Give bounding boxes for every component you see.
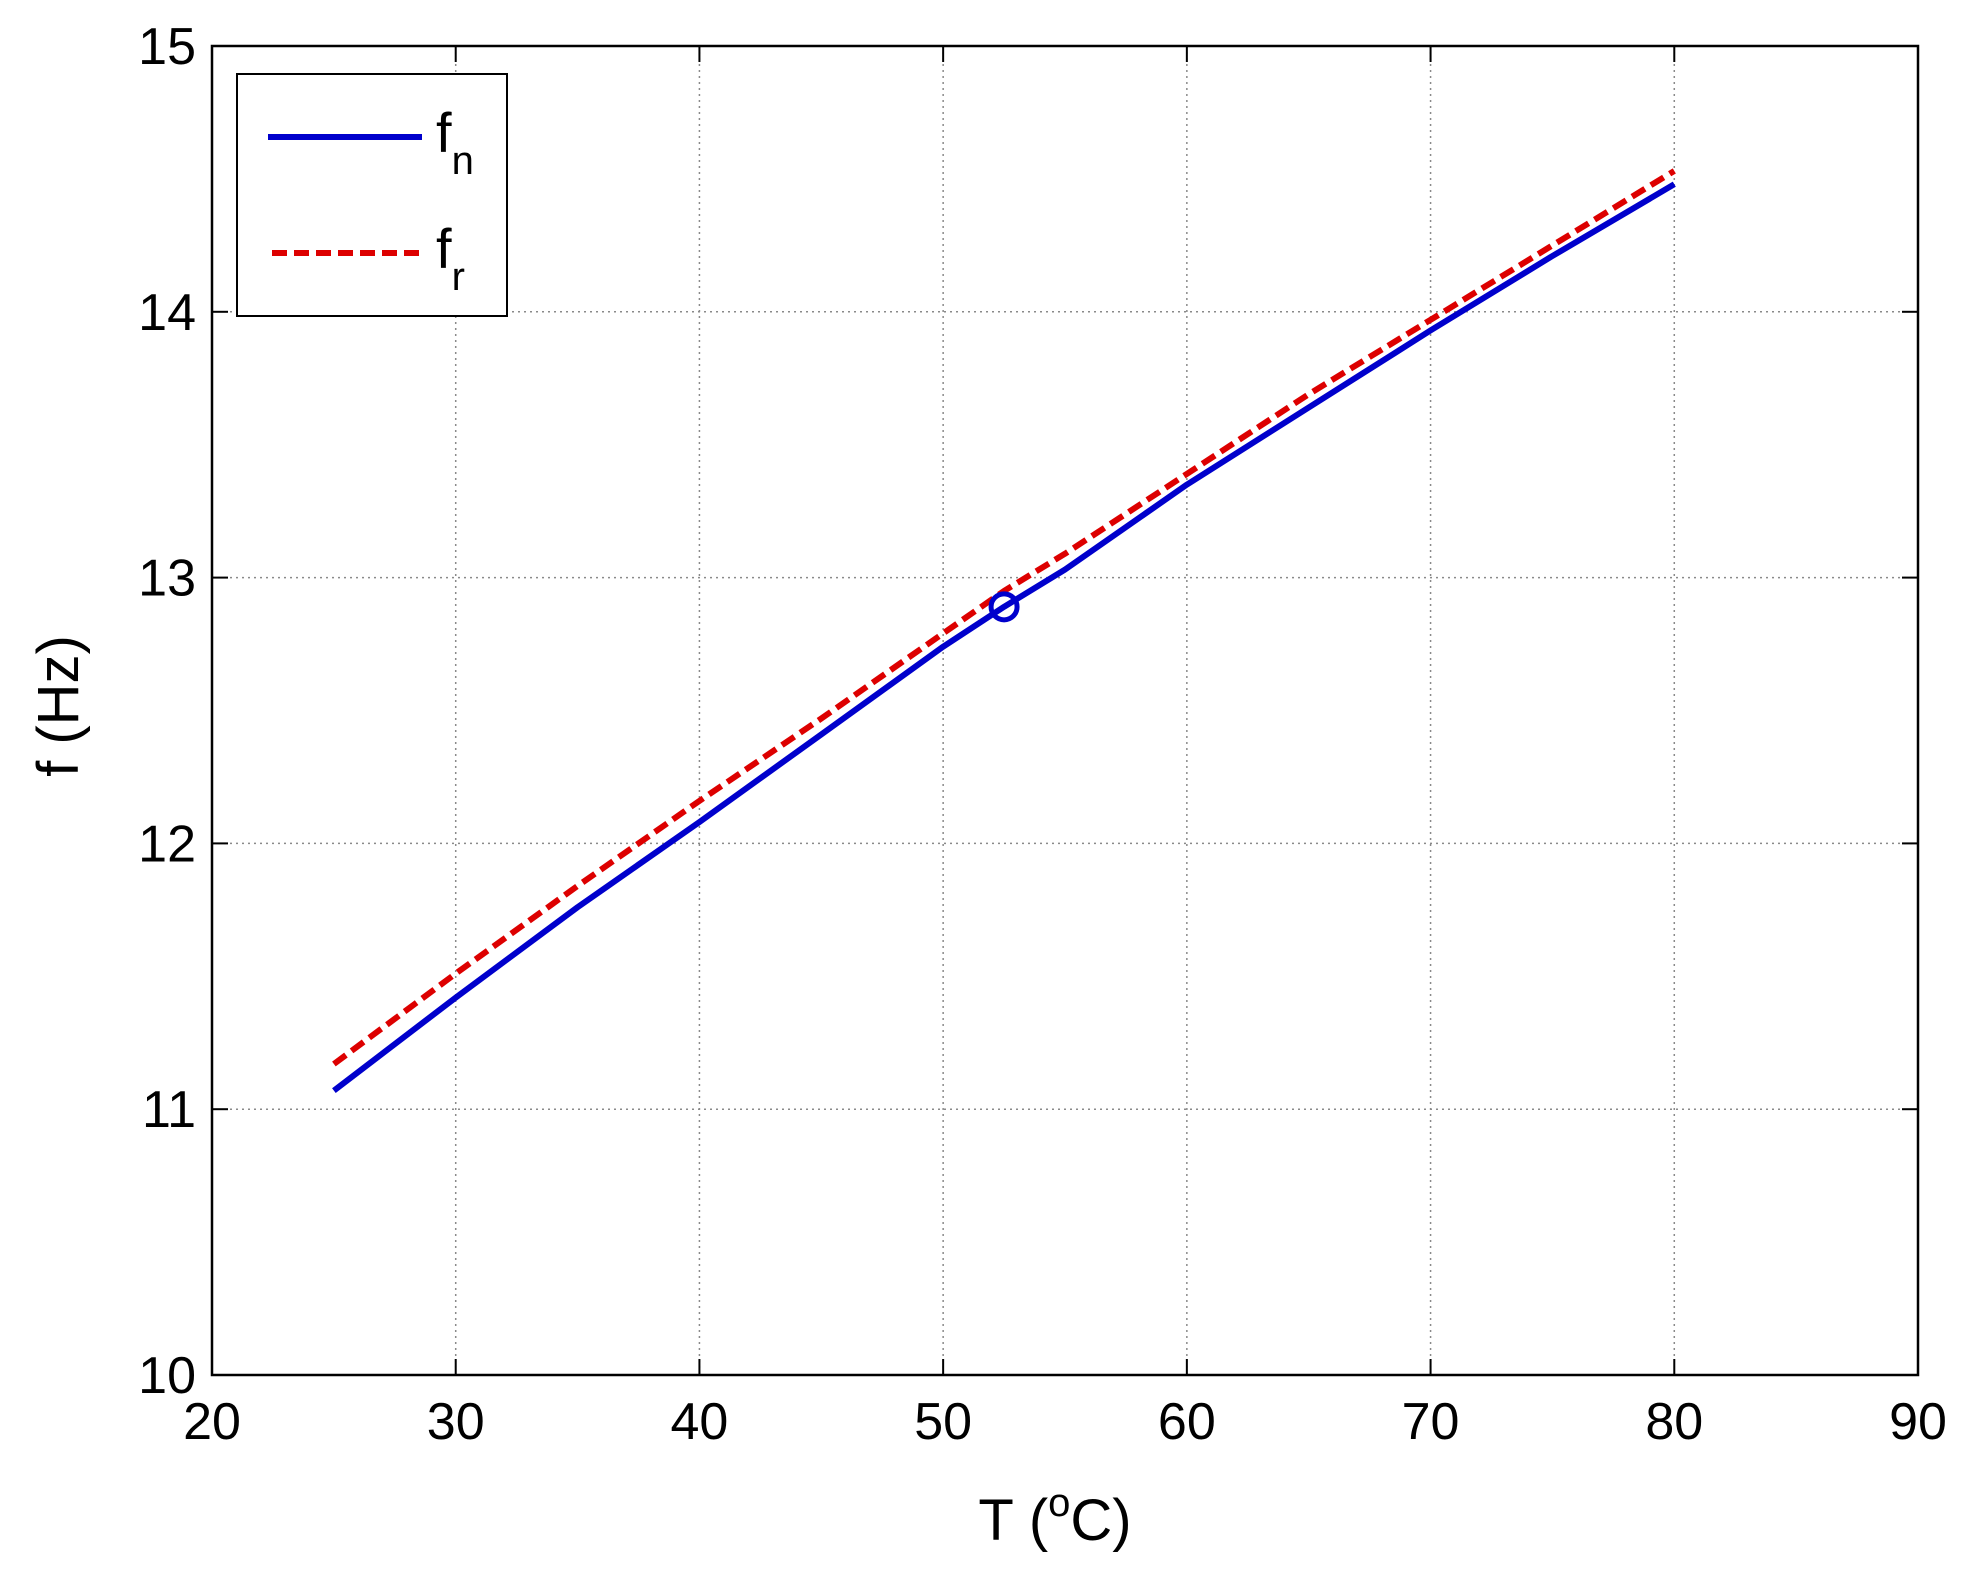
x-tick-label: 30 <box>427 1393 485 1451</box>
y-tick-label: 13 <box>138 550 196 608</box>
x-tick-label: 40 <box>671 1393 729 1451</box>
y-axis-title: f (Hz) <box>26 635 91 777</box>
legend-label-fr: fr <box>436 217 465 299</box>
legend: fn fr <box>236 73 508 317</box>
x-axis-title-superscript: o <box>1048 1481 1070 1525</box>
legend-label-fn-sub: n <box>452 139 474 183</box>
x-tick-label: 90 <box>1889 1393 1947 1451</box>
x-axis-title: T (oC) <box>978 1481 1131 1553</box>
legend-label-fr-sub: r <box>452 255 465 299</box>
x-axis-title-text: T ( <box>978 1488 1048 1553</box>
x-axis-title-end: C) <box>1070 1488 1131 1553</box>
y-tick-label: 14 <box>138 284 196 342</box>
legend-label-fn: fn <box>436 101 474 183</box>
y-tick-label: 15 <box>138 18 196 76</box>
legend-label-fn-base: f <box>436 101 452 164</box>
y-tick-label: 11 <box>142 1081 196 1139</box>
plot-frame <box>210 44 1920 1377</box>
x-tick-label: 80 <box>1645 1393 1703 1451</box>
marker-circle <box>988 591 1020 623</box>
y-tick-label: 10 <box>138 1347 196 1405</box>
legend-label-fr-base: f <box>436 217 452 280</box>
legend-box <box>236 73 508 317</box>
series-line-fn <box>332 181 1676 1093</box>
series-line-fr <box>332 168 1676 1067</box>
x-tick-label: 60 <box>1158 1393 1216 1451</box>
x-tick-label: 70 <box>1402 1393 1460 1451</box>
x-tick-label: 50 <box>914 1393 972 1451</box>
x-tick-label: 20 <box>183 1393 241 1451</box>
y-tick-label: 12 <box>138 815 196 873</box>
